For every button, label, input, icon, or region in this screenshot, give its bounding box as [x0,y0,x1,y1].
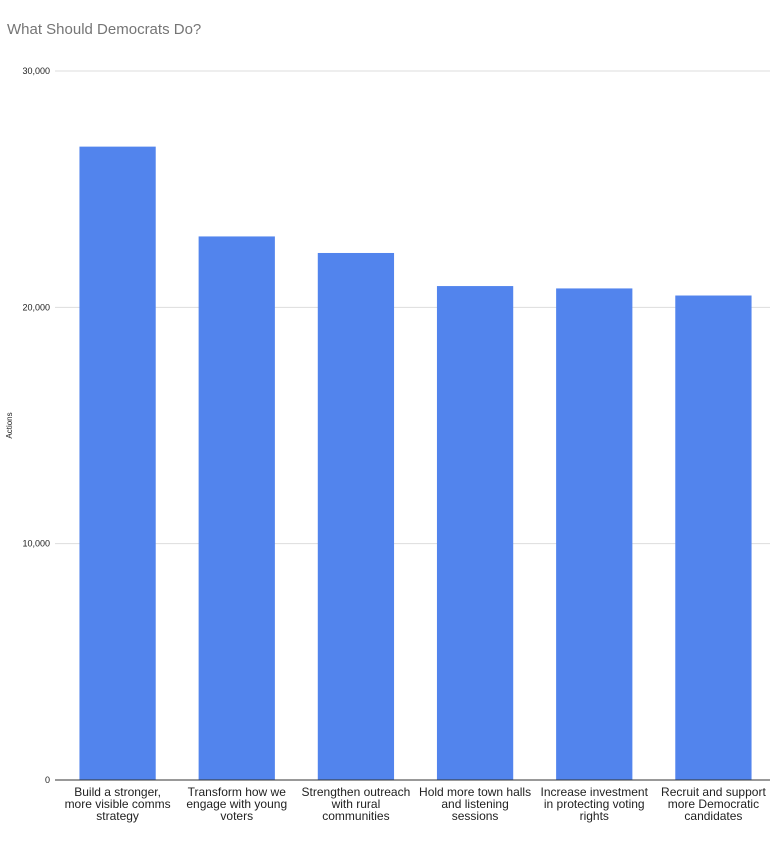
x-category-label: Strengthen outreach with rural communities [302,785,411,823]
x-category-label: Recruit and support more Democratic candid… [661,785,766,823]
x-category-label: Build a stronger, more visible comms strat… [65,785,171,823]
x-axis-categories: Build a stronger, more visible comms strat… [65,785,767,823]
x-category-label: Increase investment in protecting voting r… [541,785,649,823]
chart-title: What Should Democrats Do? [7,21,202,38]
x-category-label: Hold more town halls and listening session… [419,785,531,823]
gridlines [55,70,770,545]
bar [317,252,395,780]
y-tick-label: 10,000 [22,539,50,549]
y-tick-label: 30,000 [22,66,50,76]
bar [436,286,514,780]
x-category-label: Transform how we engage with young voters [186,785,287,823]
y-axis-label: Actions [5,412,14,438]
bar [198,236,275,780]
y-tick-label: 0 [45,775,50,785]
y-axis-ticks: 0 10,000 20,000 30,000 [22,66,50,785]
bar [675,295,752,780]
y-tick-label: 20,000 [22,302,50,312]
bars [79,146,752,781]
bar [556,288,633,780]
bar [79,146,156,781]
